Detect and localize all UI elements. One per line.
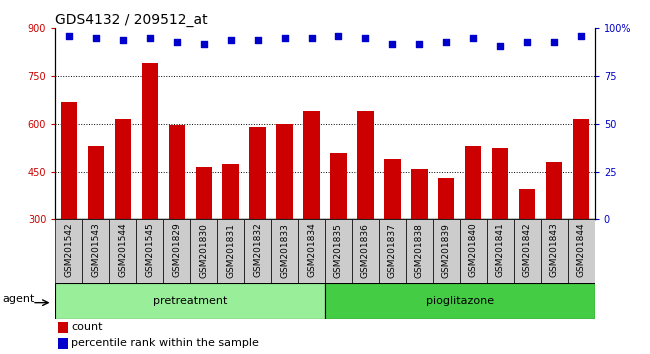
- Bar: [60, 102, 77, 219]
- Point: [90, 35, 101, 41]
- Text: agent: agent: [3, 294, 35, 304]
- Text: GSM201829: GSM201829: [172, 223, 181, 278]
- Point: [226, 37, 236, 42]
- Bar: [541, 219, 568, 283]
- Bar: [411, 169, 428, 219]
- Bar: [492, 148, 508, 219]
- Point: [522, 39, 532, 45]
- Text: GSM201835: GSM201835: [334, 223, 343, 278]
- Bar: [55, 219, 82, 283]
- Text: GSM201834: GSM201834: [307, 223, 316, 278]
- Text: GSM201830: GSM201830: [199, 223, 208, 278]
- Bar: [438, 178, 454, 219]
- Text: GSM201831: GSM201831: [226, 223, 235, 278]
- Point: [280, 35, 290, 41]
- Bar: [88, 146, 104, 219]
- Bar: [163, 219, 190, 283]
- Bar: [573, 119, 590, 219]
- Bar: [136, 219, 163, 283]
- Bar: [196, 167, 212, 219]
- Bar: [487, 219, 514, 283]
- Text: GSM201833: GSM201833: [280, 223, 289, 278]
- Bar: [190, 219, 217, 283]
- Point: [360, 35, 370, 41]
- Text: percentile rank within the sample: percentile rank within the sample: [72, 338, 259, 348]
- Bar: [82, 219, 109, 283]
- Bar: [384, 159, 400, 219]
- Bar: [142, 63, 158, 219]
- Bar: [352, 219, 379, 283]
- Bar: [406, 219, 433, 283]
- Bar: [568, 219, 595, 283]
- Bar: [217, 219, 244, 283]
- Bar: [55, 283, 325, 319]
- Text: GSM201840: GSM201840: [469, 223, 478, 278]
- Text: GSM201842: GSM201842: [523, 223, 532, 277]
- Bar: [546, 162, 562, 219]
- Text: GSM201836: GSM201836: [361, 223, 370, 278]
- Point: [333, 33, 344, 39]
- Text: GSM201542: GSM201542: [64, 223, 73, 277]
- Bar: [325, 283, 595, 319]
- Point: [549, 39, 560, 45]
- Bar: [168, 126, 185, 219]
- Bar: [330, 153, 346, 219]
- Bar: [276, 124, 292, 219]
- Point: [306, 35, 317, 41]
- Text: GSM201544: GSM201544: [118, 223, 127, 277]
- Text: GSM201843: GSM201843: [550, 223, 559, 278]
- Point: [468, 35, 478, 41]
- Text: GSM201545: GSM201545: [145, 223, 154, 278]
- Point: [144, 35, 155, 41]
- Bar: [58, 322, 68, 333]
- Text: GSM201841: GSM201841: [496, 223, 505, 278]
- Point: [172, 39, 182, 45]
- Text: GDS4132 / 209512_at: GDS4132 / 209512_at: [55, 13, 208, 27]
- Point: [441, 39, 452, 45]
- Text: GSM201832: GSM201832: [253, 223, 262, 278]
- Text: pretreatment: pretreatment: [153, 296, 228, 306]
- Bar: [271, 219, 298, 283]
- Bar: [519, 189, 536, 219]
- Point: [252, 37, 263, 42]
- Text: GSM201543: GSM201543: [91, 223, 100, 278]
- Text: pioglitazone: pioglitazone: [426, 296, 494, 306]
- Bar: [244, 219, 271, 283]
- Point: [414, 41, 424, 46]
- Point: [64, 33, 74, 39]
- Bar: [465, 146, 482, 219]
- Bar: [58, 338, 68, 349]
- Bar: [250, 127, 266, 219]
- Bar: [433, 219, 460, 283]
- Point: [495, 43, 506, 48]
- Text: count: count: [72, 322, 103, 332]
- Text: GSM201838: GSM201838: [415, 223, 424, 278]
- Bar: [114, 119, 131, 219]
- Point: [387, 41, 398, 46]
- Bar: [109, 219, 136, 283]
- Bar: [325, 219, 352, 283]
- Text: GSM201839: GSM201839: [442, 223, 451, 278]
- Bar: [298, 219, 325, 283]
- Bar: [379, 219, 406, 283]
- Bar: [304, 111, 320, 219]
- Point: [576, 33, 586, 39]
- Text: GSM201837: GSM201837: [388, 223, 397, 278]
- Bar: [514, 219, 541, 283]
- Bar: [222, 164, 239, 219]
- Text: GSM201844: GSM201844: [577, 223, 586, 277]
- Point: [118, 37, 128, 42]
- Point: [198, 41, 209, 46]
- Bar: [358, 111, 374, 219]
- Bar: [460, 219, 487, 283]
